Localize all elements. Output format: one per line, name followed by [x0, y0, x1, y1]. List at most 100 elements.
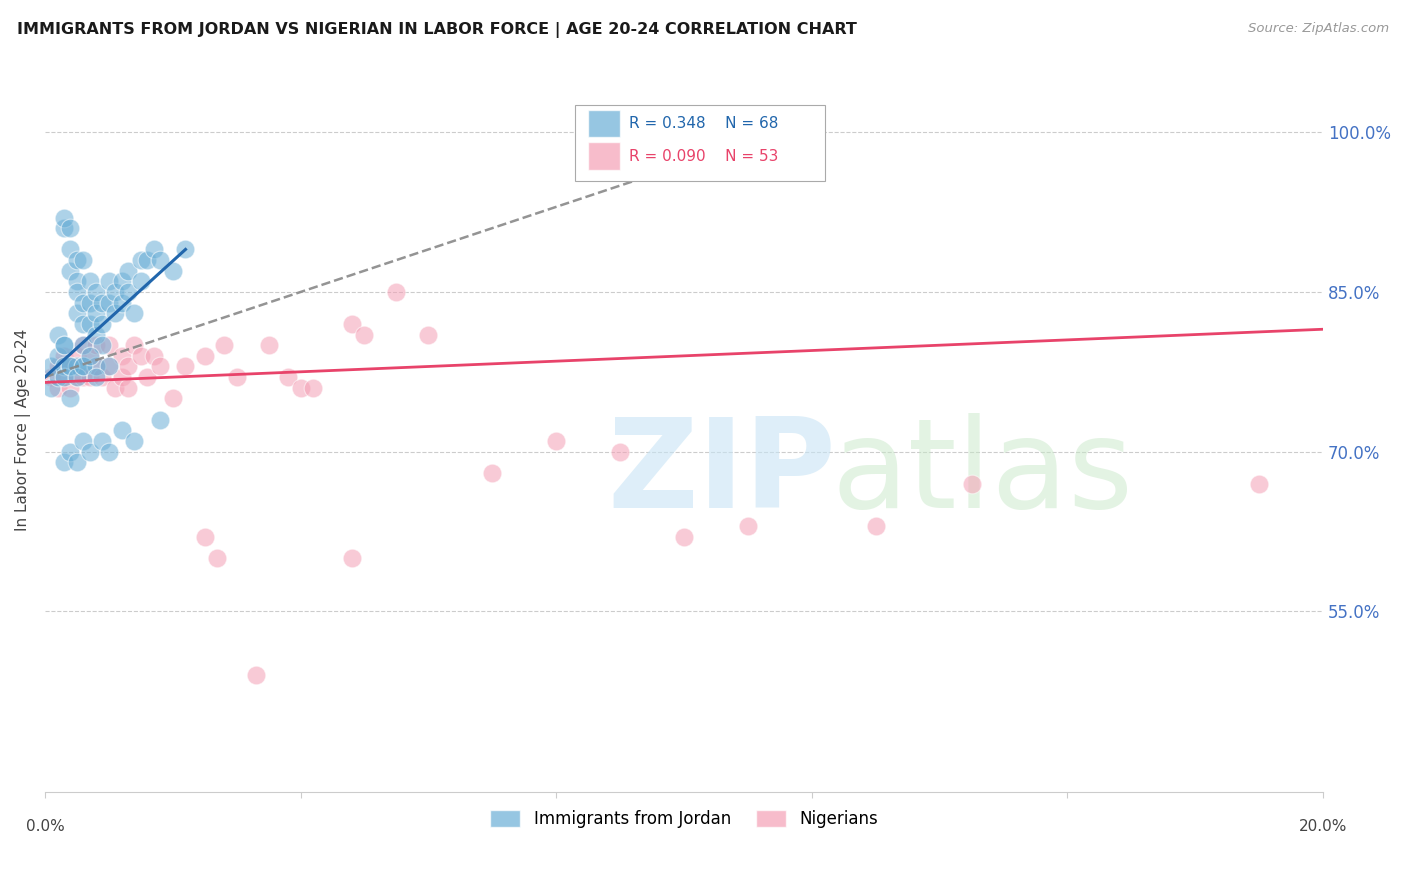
Point — [39, 370, 62, 384]
Point — [46, 370, 69, 384]
Point — [59, 392, 82, 406]
Point — [97, 338, 120, 352]
Point — [124, 306, 146, 320]
Point — [124, 338, 146, 352]
Bar — [588, 143, 620, 169]
Point — [66, 370, 89, 384]
Point — [117, 285, 139, 299]
Point — [97, 359, 120, 374]
Point — [124, 434, 146, 448]
Point — [149, 253, 172, 268]
Point — [53, 370, 76, 384]
Point — [104, 285, 127, 299]
Point — [340, 551, 363, 566]
Point — [84, 285, 107, 299]
Point — [194, 530, 217, 544]
Point — [59, 359, 82, 374]
Point — [59, 444, 82, 458]
Point — [91, 434, 114, 448]
Point — [46, 359, 69, 374]
Point — [97, 359, 120, 374]
Point — [302, 381, 325, 395]
Point — [72, 317, 94, 331]
Bar — [588, 110, 620, 137]
Point — [59, 359, 82, 374]
Point — [91, 338, 114, 352]
Point — [162, 263, 184, 277]
Point — [162, 392, 184, 406]
Point — [84, 359, 107, 374]
Point — [960, 476, 983, 491]
Point — [110, 274, 132, 288]
Point — [110, 295, 132, 310]
Point — [194, 349, 217, 363]
Point — [46, 381, 69, 395]
Point — [290, 381, 312, 395]
Point — [79, 274, 101, 288]
Point — [66, 370, 89, 384]
Point — [117, 359, 139, 374]
Point — [353, 327, 375, 342]
Text: atlas: atlas — [831, 413, 1133, 534]
Point — [59, 359, 82, 374]
Point — [129, 253, 152, 268]
Point — [865, 519, 887, 533]
Point — [72, 434, 94, 448]
Point — [84, 338, 107, 352]
Point — [149, 359, 172, 374]
Y-axis label: In Labor Force | Age 20-24: In Labor Force | Age 20-24 — [15, 329, 31, 532]
Point — [174, 359, 197, 374]
Legend: Immigrants from Jordan, Nigerians: Immigrants from Jordan, Nigerians — [484, 803, 884, 835]
Point — [104, 306, 127, 320]
Point — [53, 338, 76, 352]
Point — [53, 349, 76, 363]
Point — [97, 444, 120, 458]
Text: ZIP: ZIP — [607, 413, 837, 534]
Point — [53, 338, 76, 352]
FancyBboxPatch shape — [575, 104, 825, 181]
Point — [59, 221, 82, 235]
Point — [79, 349, 101, 363]
Point — [136, 370, 159, 384]
Point — [66, 253, 89, 268]
Text: R = 0.348    N = 68: R = 0.348 N = 68 — [628, 116, 779, 131]
Point — [66, 274, 89, 288]
Point — [149, 413, 172, 427]
Point — [117, 381, 139, 395]
Point — [53, 221, 76, 235]
Point — [277, 370, 299, 384]
Text: 0.0%: 0.0% — [25, 819, 65, 834]
Point — [84, 370, 107, 384]
Point — [46, 327, 69, 342]
Point — [84, 306, 107, 320]
Point — [39, 359, 62, 374]
Point — [129, 274, 152, 288]
Point — [97, 295, 120, 310]
Point — [79, 295, 101, 310]
Point — [481, 466, 503, 480]
Point — [91, 317, 114, 331]
Point — [110, 370, 132, 384]
Point — [53, 370, 76, 384]
Point — [212, 338, 235, 352]
Point — [79, 317, 101, 331]
Point — [53, 211, 76, 225]
Point — [79, 349, 101, 363]
Point — [609, 444, 631, 458]
Point — [91, 295, 114, 310]
Point — [59, 263, 82, 277]
Point — [142, 349, 165, 363]
Text: Source: ZipAtlas.com: Source: ZipAtlas.com — [1249, 22, 1389, 36]
Point — [245, 668, 267, 682]
Point — [39, 381, 62, 395]
Point — [340, 317, 363, 331]
Point — [72, 338, 94, 352]
Point — [136, 253, 159, 268]
Point — [53, 359, 76, 374]
Point — [66, 455, 89, 469]
Point — [225, 370, 247, 384]
Point — [129, 349, 152, 363]
Point — [79, 370, 101, 384]
Point — [97, 274, 120, 288]
Point — [104, 381, 127, 395]
